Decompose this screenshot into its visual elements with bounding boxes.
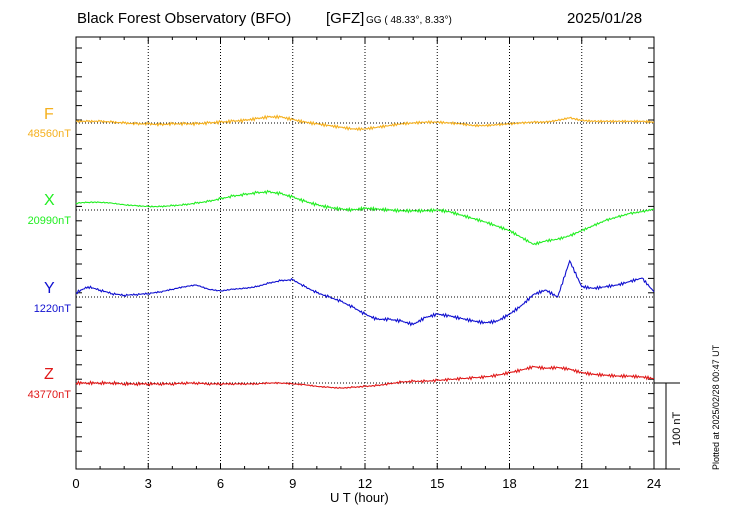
x-tick-label: 6	[216, 476, 225, 491]
x-tick-label: 0	[72, 476, 80, 491]
scale-bar	[654, 382, 680, 470]
grid	[76, 37, 654, 469]
x-tick-label: 15	[430, 476, 445, 491]
x-axis-label: U T (hour)	[330, 490, 389, 505]
x-tick-label: 12	[357, 476, 373, 491]
baseline-label-x: 20990nT	[27, 215, 71, 227]
x-tick-label: 3	[144, 476, 152, 491]
series-line-f	[75, 114, 655, 132]
chart-title: Black Forest Observatory (BFO)	[77, 10, 292, 27]
component-label-x: X	[44, 192, 55, 209]
x-tick-label: 21	[574, 476, 589, 491]
x-tick-label: 18	[502, 476, 517, 491]
institute-label: [GFZ]	[326, 10, 365, 27]
x-tick-label: 24	[646, 476, 662, 491]
series-line-x	[75, 189, 655, 246]
component-label-z: Z	[44, 366, 54, 383]
series-line-z	[75, 364, 655, 389]
series-line-y	[75, 259, 655, 327]
component-label-y: Y	[44, 280, 55, 297]
baseline-label-z: 43770nT	[27, 389, 71, 401]
baseline-label-f: 48560nT	[27, 128, 71, 140]
plotted-timestamp: Plotted at 2025/02/28 00:47 UT	[711, 344, 721, 470]
component-label-f: F	[44, 106, 54, 123]
baseline-label-y: 1220nT	[33, 303, 71, 315]
chart-date: 2025/01/28	[567, 10, 643, 27]
plot-frame	[75, 36, 655, 470]
x-tick-label: 9	[289, 476, 297, 491]
station-coords: GG ( 48.33°, 8.33°)	[366, 15, 452, 26]
scale-bar-label: 100 nT	[671, 411, 683, 446]
series-lines	[75, 114, 655, 389]
